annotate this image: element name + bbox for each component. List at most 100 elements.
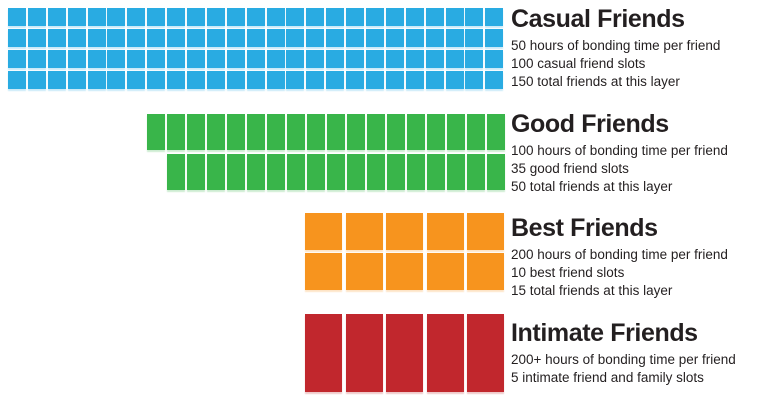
slot-row xyxy=(305,253,504,290)
friend-slot-cell xyxy=(147,50,166,68)
friend-slot-cell xyxy=(467,114,485,150)
friend-slot-cell xyxy=(346,8,365,26)
friend-slot-cell xyxy=(485,71,504,89)
friend-slot-cell xyxy=(305,253,342,290)
friend-slot-cell xyxy=(246,71,265,89)
friend-slot-cell xyxy=(287,114,305,150)
friend-slot-cell xyxy=(67,50,86,68)
slot-row xyxy=(305,213,504,250)
friend-slot-cell xyxy=(47,50,66,68)
friend-slot-cell xyxy=(266,29,285,47)
friend-slot-cell xyxy=(346,50,365,68)
intimate-friends-slot-grid xyxy=(305,314,504,392)
casual-friends-text-block: Casual Friends 50 hours of bonding time … xyxy=(511,5,761,91)
friend-slot-cell xyxy=(426,314,464,392)
friend-slot-cell xyxy=(306,50,325,68)
friend-slot-cell xyxy=(187,50,206,68)
friend-slot-cell xyxy=(27,71,46,89)
casual-friends-slot-grid xyxy=(8,8,504,92)
friend-slot-cell xyxy=(206,29,225,47)
friend-slot-cell xyxy=(307,154,325,190)
friend-slot-cell xyxy=(147,29,166,47)
friend-slot-cell xyxy=(187,114,205,150)
friend-slot-cell xyxy=(226,71,245,89)
friend-slot-cell xyxy=(366,50,385,68)
friend-slot-cell xyxy=(326,71,345,89)
friend-slot-cell xyxy=(167,114,185,150)
friend-slot-cell xyxy=(465,29,484,47)
friend-slot-cell xyxy=(467,314,504,392)
friend-slot-cell xyxy=(47,8,66,26)
best-friends-details: 200 hours of bonding time per friend 10 b… xyxy=(511,246,761,300)
friend-slot-cell xyxy=(485,50,504,68)
friend-slot-cell xyxy=(27,29,46,47)
friend-slot-cell xyxy=(487,154,505,190)
detail-line: 100 hours of bonding time per friend xyxy=(511,143,728,158)
friend-slot-cell xyxy=(207,154,225,190)
friend-slot-cell xyxy=(8,29,26,47)
good-friends-details: 100 hours of bonding time per friend 35 g… xyxy=(511,142,761,196)
slot-row xyxy=(8,8,504,26)
friend-slot-cell xyxy=(8,71,26,89)
intimate-friends-text-block: Intimate Friends 200+ hours of bonding t… xyxy=(511,319,761,387)
friend-slot-cell xyxy=(326,8,345,26)
slot-row xyxy=(8,29,504,47)
good-friends-slot-grid xyxy=(147,114,505,194)
friend-slot-cell xyxy=(147,8,166,26)
friend-slot-cell xyxy=(246,50,265,68)
casual-friends-title: Casual Friends xyxy=(511,5,685,33)
friend-slot-cell xyxy=(387,154,405,190)
friend-slot-cell xyxy=(147,71,166,89)
best-friends-title: Best Friends xyxy=(511,214,658,242)
friend-slot-cell xyxy=(187,154,205,190)
slot-row xyxy=(8,71,504,89)
friend-slot-cell xyxy=(8,50,26,68)
friend-slot-cell xyxy=(167,8,186,26)
friend-slot-cell xyxy=(127,29,146,47)
friend-slot-cell xyxy=(366,29,385,47)
friend-slot-cell xyxy=(187,71,206,89)
friend-slot-cell xyxy=(247,114,265,150)
friend-slot-cell xyxy=(167,50,186,68)
friend-slot-cell xyxy=(385,71,404,89)
friend-slot-cell xyxy=(366,8,385,26)
friend-slot-cell xyxy=(307,114,325,150)
friend-slot-cell xyxy=(386,213,423,250)
friend-slot-cell xyxy=(387,114,405,150)
friend-slot-cell xyxy=(107,8,126,26)
detail-line: 50 hours of bonding time per friend xyxy=(511,38,721,53)
casual-friends-details: 50 hours of bonding time per friend 100 c… xyxy=(511,37,761,91)
friend-slot-cell xyxy=(426,213,464,250)
detail-line: 10 best friend slots xyxy=(511,265,625,280)
friend-slot-cell xyxy=(27,50,46,68)
friend-slot-cell xyxy=(367,114,385,150)
friend-slot-cell xyxy=(427,154,445,190)
detail-line: 15 total friends at this layer xyxy=(511,283,673,298)
friend-slot-cell xyxy=(87,8,106,26)
friend-slot-cell xyxy=(305,213,342,250)
friend-slot-cell xyxy=(167,154,185,190)
friend-slot-cell xyxy=(226,50,245,68)
friend-slot-cell xyxy=(226,8,245,26)
friend-slot-cell xyxy=(347,114,365,150)
friend-slot-cell xyxy=(227,154,245,190)
detail-line: 100 casual friend slots xyxy=(511,56,646,71)
friend-slot-cell xyxy=(227,114,245,150)
friend-slot-cell xyxy=(425,29,444,47)
slot-row xyxy=(8,50,504,68)
friend-slot-cell xyxy=(405,8,424,26)
slot-row xyxy=(167,154,505,190)
friend-slot-cell xyxy=(306,8,325,26)
friend-slot-cell xyxy=(327,114,345,150)
friend-slot-cell xyxy=(127,8,146,26)
friend-slot-cell xyxy=(266,8,285,26)
friend-slot-cell xyxy=(267,154,285,190)
friend-slot-cell xyxy=(127,50,146,68)
friend-slot-cell xyxy=(385,50,404,68)
friend-slot-cell xyxy=(445,50,464,68)
friend-slot-cell xyxy=(286,50,305,68)
friend-slot-cell xyxy=(266,50,285,68)
friend-slot-cell xyxy=(405,71,424,89)
friend-slot-cell xyxy=(107,71,126,89)
friend-slot-cell xyxy=(207,114,225,150)
